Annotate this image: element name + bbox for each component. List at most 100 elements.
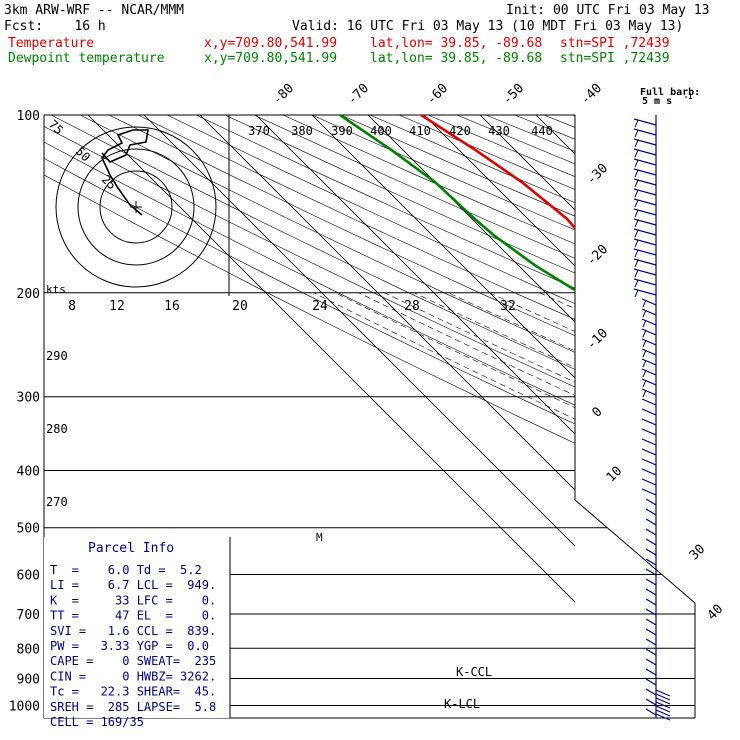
wind-barb-flag <box>634 209 639 218</box>
wind-barb-flag <box>642 379 647 388</box>
hodograph-speed-label: 32 <box>500 299 516 314</box>
temperature-latlon: lat,lon= 39.85, -89.68 <box>370 36 543 51</box>
pressure-tick-label: 300 <box>17 391 40 406</box>
theta-label: 430 <box>488 124 510 138</box>
wind-barb <box>641 338 657 346</box>
ccl-label: K-CCL <box>456 665 492 679</box>
theta-label: 440 <box>531 124 553 138</box>
pressure-tick-label: 600 <box>17 568 40 583</box>
parcel-row: PW = 3.33 YGP = 0.0 <box>50 639 209 653</box>
isotherm-line <box>479 115 575 211</box>
parcel-row: T = 6.0 Td = 5.2 <box>50 563 202 577</box>
wind-barb <box>641 328 657 336</box>
isotherm-line <box>535 115 575 155</box>
isotherm-label: 0 <box>589 404 605 420</box>
theta-label: 370 <box>248 124 270 138</box>
wind-barb-flag <box>634 179 639 188</box>
wind-barb <box>645 698 657 706</box>
wind-barb <box>645 518 657 526</box>
wind-barb <box>641 378 657 386</box>
isotherm-line <box>367 115 575 323</box>
moist-adiabat <box>335 292 575 408</box>
isotherm-line <box>648 115 740 718</box>
moist-adiabat <box>414 292 575 368</box>
isotherm-line <box>423 115 575 267</box>
wind-barb <box>641 418 657 426</box>
isotherm-label: 30 <box>687 542 709 564</box>
moist-adiabat <box>448 292 575 352</box>
moist-adiabat <box>489 292 575 332</box>
wind-barb <box>641 358 657 366</box>
barb-legend-line1: Full barb: <box>640 87 700 98</box>
isotherm-label: -60 <box>424 81 451 108</box>
wind-barb <box>641 318 657 326</box>
wind-barb <box>645 578 657 586</box>
pressure-tick-label: 800 <box>17 642 40 657</box>
dewpoint-trace <box>339 115 575 292</box>
dry-adiabat <box>543 115 575 128</box>
wind-barb <box>645 538 657 546</box>
init-time: Init: 00 UTC Fri 03 May 13 <box>506 3 710 18</box>
hodograph-speed-label: 8 <box>68 299 76 314</box>
hodograph-speed-label: 28 <box>404 299 420 314</box>
wind-barb <box>641 298 657 306</box>
dewpoint-latlon: lat,lon= 39.85, -89.68 <box>370 51 543 66</box>
wind-barb <box>645 628 657 636</box>
isotherm-line <box>311 115 575 379</box>
wind-barb <box>645 568 657 576</box>
wind-barb-flag <box>642 299 647 308</box>
wind-barb <box>641 388 657 396</box>
wind-barb-flag <box>634 199 639 208</box>
dry-adiabat <box>282 115 575 245</box>
frame-right-skew <box>574 499 696 604</box>
hodograph-ring <box>55 126 217 288</box>
isotherm-line <box>592 115 740 718</box>
dry-adiabat <box>602 115 740 718</box>
dry-adiabat <box>311 115 575 231</box>
wind-barb-flag <box>634 169 639 178</box>
wind-barb <box>641 368 657 376</box>
model-title: 3km ARW-WRF -- NCAR/MMM <box>4 3 185 18</box>
dry-adiabat <box>398 115 575 190</box>
theta-label: 380 <box>291 124 313 138</box>
parcel-box-bg <box>44 537 230 718</box>
wind-barb <box>645 548 657 556</box>
wind-barb <box>645 638 657 646</box>
dry-adiabat <box>340 115 575 217</box>
wind-barb-flag <box>642 359 647 368</box>
valid-time: Valid: 16 UTC Fri 03 May 13 (10 MDT Fri … <box>292 19 684 34</box>
direction-label: 280 <box>46 422 68 436</box>
pressure-tick-label: 500 <box>17 522 40 537</box>
wind-barb <box>641 308 657 316</box>
dewpoint-station: stn=SPI ,72439 <box>560 51 670 66</box>
parcel-row: K = 33 LFC = 0. <box>50 593 216 607</box>
parcel-row: LI = 6.7 LCL = 949. <box>50 578 216 592</box>
isotherm-label: 40 <box>705 602 727 624</box>
dry-adiabat <box>224 115 575 274</box>
dry-adiabat <box>253 115 575 259</box>
wind-barb-flag <box>634 219 639 228</box>
isotherm-label: -50 <box>500 81 527 108</box>
isotherm-label: -10 <box>584 326 611 353</box>
wind-barb <box>645 508 657 516</box>
wind-barb <box>645 648 657 656</box>
wind-barb-flag <box>634 129 639 138</box>
temperature-station: stn=SPI ,72439 <box>560 36 670 51</box>
parcel-info-box: Parcel Info T = 6.0 Td = 5.2LI = 6.7 LCL … <box>44 537 231 729</box>
pressure-tick-label: 400 <box>17 465 40 480</box>
wind-barb <box>645 498 657 506</box>
direction-label: 290 <box>46 349 68 363</box>
hodograph-speed-label: 20 <box>232 299 248 314</box>
parcel-row: SREH = 285 LAPSE= 5.8 <box>50 700 216 714</box>
hodograph-ring <box>77 148 195 266</box>
pressure-tick-label: 100 <box>17 109 40 124</box>
parcel-row: CAPE = 0 SWEAT= 235 <box>50 654 216 668</box>
wind-barb <box>645 608 657 616</box>
dry-adiabat <box>44 126 575 388</box>
wind-barb-flag <box>642 329 647 338</box>
isotherm-label: -40 <box>578 81 605 108</box>
wind-barb <box>655 701 671 709</box>
wind-barb-flag <box>642 319 647 328</box>
